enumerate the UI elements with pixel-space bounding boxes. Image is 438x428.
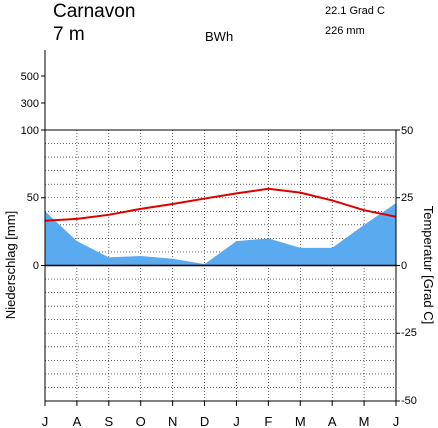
mean-temperature-label: 22.1 Grad C bbox=[325, 5, 385, 17]
month-label-6: D bbox=[200, 414, 209, 428]
right-tick-label-minus50: -50 bbox=[401, 395, 417, 407]
left-tick-label-50: 50 bbox=[27, 192, 39, 204]
month-labels: J A S O N D J F M A M J bbox=[42, 414, 400, 428]
left-tick-label-0: 0 bbox=[33, 260, 39, 272]
right-tick-label-0: 0 bbox=[401, 260, 407, 272]
right-tick-label-25: 25 bbox=[401, 192, 413, 204]
right-axis-label: Temperatur [Grad C] bbox=[421, 206, 436, 325]
precipitation-area bbox=[45, 203, 396, 266]
upper-tick-label-500: 500 bbox=[21, 71, 39, 83]
left-tick-label-100: 100 bbox=[21, 125, 39, 137]
month-label-12: J bbox=[393, 414, 400, 428]
month-label-4: O bbox=[136, 414, 146, 428]
month-label-2: A bbox=[73, 414, 82, 428]
month-label-8: F bbox=[264, 414, 272, 428]
month-label-7: J bbox=[233, 414, 240, 428]
climate-class-label: BWh bbox=[205, 29, 233, 44]
month-label-3: S bbox=[104, 414, 113, 428]
temperature-line bbox=[44, 187, 397, 222]
elevation-label: 7 m bbox=[53, 24, 85, 45]
month-label-9: M bbox=[295, 414, 306, 428]
right-tick-label-50: 50 bbox=[401, 125, 413, 137]
month-label-5: N bbox=[168, 414, 177, 428]
month-label-11: M bbox=[359, 414, 370, 428]
annual-precipitation-label: 226 mm bbox=[325, 25, 365, 37]
month-label-10: A bbox=[328, 414, 337, 428]
chart-title: Carnavon bbox=[53, 1, 135, 22]
left-axis-label: Niederschlag [mm] bbox=[3, 211, 18, 319]
right-tick-label-minus25: -25 bbox=[401, 327, 417, 339]
axes bbox=[41, 129, 400, 406]
month-label-1: J bbox=[42, 414, 49, 428]
upper-tick-label-300: 300 bbox=[21, 98, 39, 110]
